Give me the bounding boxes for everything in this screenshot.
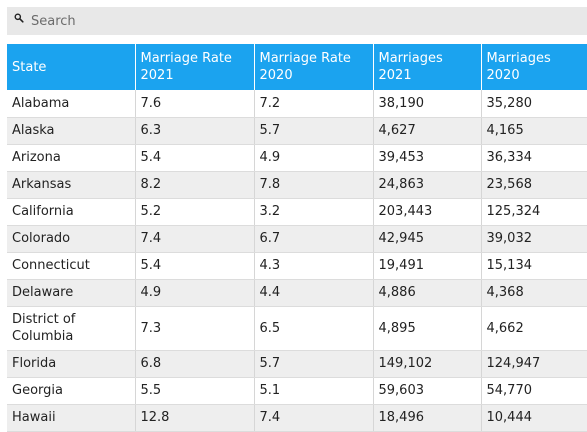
table-row: Colorado 7.4 6.7 42,945 39,032 bbox=[7, 225, 587, 253]
cell-marriages-2021: 203,443 bbox=[373, 198, 482, 226]
table-row: Florida 6.8 5.7 149,102 124,947 bbox=[7, 350, 587, 378]
cell-marriages-2021: 18,496 bbox=[373, 404, 482, 432]
cell-marriages-2020: 4,165 bbox=[481, 117, 587, 145]
cell-marriages-2020: 15,134 bbox=[481, 252, 587, 280]
cell-marriages-2021: 4,627 bbox=[373, 117, 482, 145]
cell-state: Arkansas bbox=[7, 171, 136, 199]
column-header-marriage-rate-2020[interactable]: Marriage Rate 2020 bbox=[254, 44, 374, 90]
cell-state: California bbox=[7, 198, 136, 226]
table-row: Georgia 5.5 5.1 59,603 54,770 bbox=[7, 377, 587, 405]
table-row: Arkansas 8.2 7.8 24,863 23,568 bbox=[7, 171, 587, 199]
cell-marriage-rate-2021: 5.2 bbox=[135, 198, 255, 226]
search-icon bbox=[14, 13, 24, 23]
cell-marriages-2021: 149,102 bbox=[373, 350, 482, 378]
cell-marriage-rate-2021: 12.8 bbox=[135, 404, 255, 432]
cell-marriages-2021: 24,863 bbox=[373, 171, 482, 199]
table-row: California 5.2 3.2 203,443 125,324 bbox=[7, 198, 587, 226]
cell-marriage-rate-2021: 5.5 bbox=[135, 377, 255, 405]
cell-marriages-2020: 54,770 bbox=[481, 377, 587, 405]
cell-marriage-rate-2020: 7.8 bbox=[254, 171, 374, 199]
cell-marriages-2020: 39,032 bbox=[481, 225, 587, 253]
cell-state: Arizona bbox=[7, 144, 136, 172]
cell-marriage-rate-2021: 5.4 bbox=[135, 252, 255, 280]
cell-marriages-2021: 38,190 bbox=[373, 90, 482, 118]
table-row: Arizona 5.4 4.9 39,453 36,334 bbox=[7, 144, 587, 172]
table-row: Alabama 7.6 7.2 38,190 35,280 bbox=[7, 90, 587, 118]
cell-marriages-2021: 39,453 bbox=[373, 144, 482, 172]
cell-marriages-2020: 4,662 bbox=[481, 306, 587, 351]
table-row: Alaska 6.3 5.7 4,627 4,165 bbox=[7, 117, 587, 145]
cell-marriages-2021: 4,895 bbox=[373, 306, 482, 351]
table-row: District of Columbia 7.3 6.5 4,895 4,662 bbox=[7, 306, 587, 351]
cell-state: Florida bbox=[7, 350, 136, 378]
column-header-marriages-2020[interactable]: Marriages 2020 bbox=[481, 44, 587, 90]
column-header-state[interactable]: State bbox=[7, 44, 136, 90]
table-row: Connecticut 5.4 4.3 19,491 15,134 bbox=[7, 252, 587, 280]
column-header-marriage-rate-2021[interactable]: Marriage Rate 2021 bbox=[135, 44, 255, 90]
cell-marriages-2021: 4,886 bbox=[373, 279, 482, 307]
cell-marriage-rate-2020: 3.2 bbox=[254, 198, 374, 226]
cell-marriages-2020: 36,334 bbox=[481, 144, 587, 172]
table-row: Hawaii 12.8 7.4 18,496 10,444 bbox=[7, 404, 587, 432]
cell-marriage-rate-2020: 7.4 bbox=[254, 404, 374, 432]
cell-state: Connecticut bbox=[7, 252, 136, 280]
search-input[interactable] bbox=[29, 7, 571, 35]
cell-marriage-rate-2021: 5.4 bbox=[135, 144, 255, 172]
cell-marriage-rate-2020: 5.7 bbox=[254, 350, 374, 378]
search-bar[interactable] bbox=[7, 7, 587, 35]
cell-state: Georgia bbox=[7, 377, 136, 405]
cell-marriage-rate-2020: 5.7 bbox=[254, 117, 374, 145]
cell-state: Alaska bbox=[7, 117, 136, 145]
cell-state: District of Columbia bbox=[7, 306, 136, 351]
cell-marriage-rate-2021: 6.3 bbox=[135, 117, 255, 145]
cell-marriages-2020: 124,947 bbox=[481, 350, 587, 378]
cell-marriages-2021: 59,603 bbox=[373, 377, 482, 405]
cell-marriage-rate-2020: 7.2 bbox=[254, 90, 374, 118]
cell-marriage-rate-2021: 7.6 bbox=[135, 90, 255, 118]
cell-marriages-2021: 42,945 bbox=[373, 225, 482, 253]
cell-marriages-2020: 10,444 bbox=[481, 404, 587, 432]
column-header-marriages-2021[interactable]: Marriages 2021 bbox=[373, 44, 482, 90]
cell-marriage-rate-2021: 4.9 bbox=[135, 279, 255, 307]
cell-marriage-rate-2021: 7.4 bbox=[135, 225, 255, 253]
cell-marriages-2020: 125,324 bbox=[481, 198, 587, 226]
cell-marriages-2020: 23,568 bbox=[481, 171, 587, 199]
cell-marriages-2020: 35,280 bbox=[481, 90, 587, 118]
cell-marriage-rate-2020: 4.9 bbox=[254, 144, 374, 172]
cell-state: Alabama bbox=[7, 90, 136, 118]
cell-marriage-rate-2021: 7.3 bbox=[135, 306, 255, 351]
table-header-row: State Marriage Rate 2021 Marriage Rate 2… bbox=[7, 44, 587, 90]
cell-marriage-rate-2021: 8.2 bbox=[135, 171, 255, 199]
cell-marriage-rate-2020: 6.7 bbox=[254, 225, 374, 253]
cell-state: Delaware bbox=[7, 279, 136, 307]
cell-state: Colorado bbox=[7, 225, 136, 253]
table-row: Delaware 4.9 4.4 4,886 4,368 bbox=[7, 279, 587, 307]
cell-marriages-2021: 19,491 bbox=[373, 252, 482, 280]
cell-marriage-rate-2020: 5.1 bbox=[254, 377, 374, 405]
cell-marriage-rate-2021: 6.8 bbox=[135, 350, 255, 378]
cell-marriage-rate-2020: 6.5 bbox=[254, 306, 374, 351]
cell-marriage-rate-2020: 4.4 bbox=[254, 279, 374, 307]
data-table: State Marriage Rate 2021 Marriage Rate 2… bbox=[7, 44, 587, 432]
cell-marriages-2020: 4,368 bbox=[481, 279, 587, 307]
cell-marriage-rate-2020: 4.3 bbox=[254, 252, 374, 280]
cell-state: Hawaii bbox=[7, 404, 136, 432]
